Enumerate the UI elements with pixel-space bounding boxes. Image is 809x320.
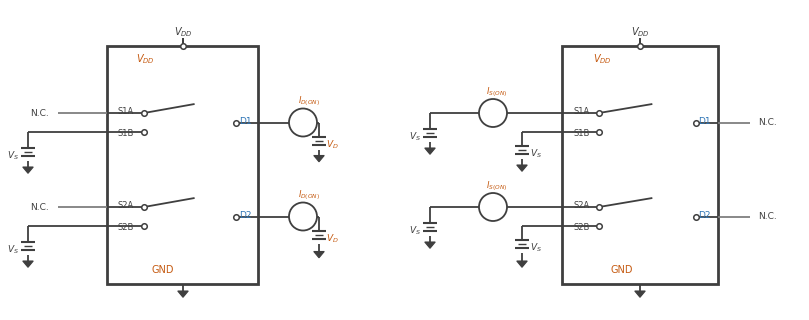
Text: $I_{S(ON)}$: $I_{S(ON)}$ [486,85,507,99]
Polygon shape [517,165,527,171]
Text: GND: GND [152,265,174,275]
Text: N.C.: N.C. [759,212,777,221]
Text: A: A [489,203,496,212]
Text: $V_S$: $V_S$ [409,131,421,143]
Polygon shape [425,148,435,154]
Text: $V_{DD}$: $V_{DD}$ [630,25,650,39]
Text: $V_{DD}$: $V_{DD}$ [136,52,155,66]
Text: N.C.: N.C. [31,108,49,117]
Text: $V_{DD}$: $V_{DD}$ [593,52,612,66]
Polygon shape [635,291,646,297]
Text: $V_S$: $V_S$ [7,150,19,162]
Text: A: A [299,212,307,222]
Text: N.C.: N.C. [759,118,777,127]
Polygon shape [178,291,188,297]
Text: S1B: S1B [118,129,134,138]
Polygon shape [23,167,33,173]
Text: N.C.: N.C. [31,203,49,212]
Text: $V_{DD}$: $V_{DD}$ [174,25,193,39]
Circle shape [479,99,507,127]
Polygon shape [23,261,33,267]
Text: $V_S$: $V_S$ [530,242,542,254]
Text: S1A: S1A [118,108,134,116]
Polygon shape [314,252,324,258]
Polygon shape [425,242,435,248]
Circle shape [479,193,507,221]
Text: GND: GND [611,265,633,275]
Text: D2: D2 [239,211,252,220]
Text: $I_{S(ON)}$: $I_{S(ON)}$ [486,179,507,193]
Text: S2A: S2A [118,202,134,211]
Text: $I_{D(ON)}$: $I_{D(ON)}$ [298,95,320,108]
Text: S1B: S1B [574,129,591,138]
Text: S1A: S1A [574,108,590,116]
Text: $V_D$: $V_D$ [325,138,338,151]
Text: $V_D$: $V_D$ [325,232,338,245]
Bar [562,46,718,284]
Text: D1: D1 [697,117,710,126]
Text: A: A [489,108,496,118]
Polygon shape [517,261,527,267]
Text: D2: D2 [697,211,710,220]
Circle shape [289,108,317,137]
Text: A: A [299,118,307,128]
Text: $I_{D(ON)}$: $I_{D(ON)}$ [298,188,320,203]
Text: $V_S$: $V_S$ [530,148,542,160]
Text: D1: D1 [239,117,252,126]
Bar [107,46,258,284]
Text: S2B: S2B [574,222,591,231]
Circle shape [289,203,317,230]
Polygon shape [314,156,324,162]
Text: S2B: S2B [118,222,134,231]
Text: S2A: S2A [574,202,590,211]
Text: $V_S$: $V_S$ [7,244,19,256]
Text: $V_S$: $V_S$ [409,225,421,237]
